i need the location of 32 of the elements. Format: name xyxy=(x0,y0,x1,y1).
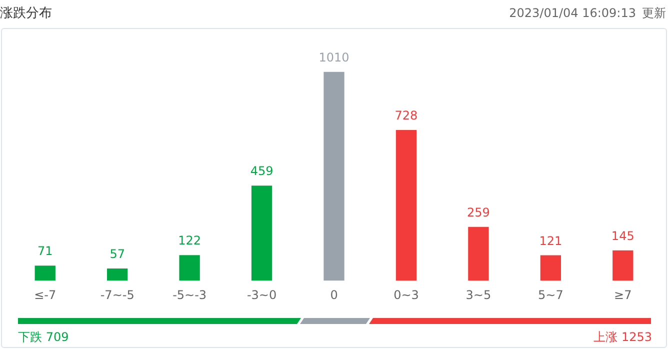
data-label: 459 xyxy=(250,164,274,178)
data-label: 57 xyxy=(110,246,125,261)
chart-title: 涨跌分布 xyxy=(0,5,52,22)
x-tick-label: 3~5 xyxy=(466,288,492,302)
text: 上涨 1253 xyxy=(594,329,652,346)
x-tick-label: ≤-7 xyxy=(34,288,56,302)
data-label: 728 xyxy=(394,108,418,123)
data-label: 1010 xyxy=(318,50,350,64)
bar xyxy=(396,130,417,281)
data-label: 122 xyxy=(178,234,202,248)
text: 下跌 709 xyxy=(18,329,69,346)
bar xyxy=(107,268,128,281)
data-label: 121 xyxy=(539,234,562,248)
x-tick-label: -7~-5 xyxy=(100,288,134,302)
bar xyxy=(540,255,561,281)
x-tick-label: 5~7 xyxy=(538,288,564,302)
x-tick-label: -3~0 xyxy=(246,288,277,302)
x-tick-label: -5~-3 xyxy=(172,288,207,302)
bar xyxy=(612,250,634,281)
bar xyxy=(324,72,344,281)
bar xyxy=(34,266,56,281)
bar xyxy=(468,226,489,281)
x-tick-label: 0 xyxy=(330,288,338,302)
chart-subtitle: 2023/01/04 16:09:13 xyxy=(509,6,636,20)
x-tick-label: 0~3 xyxy=(394,288,419,302)
text: 更新 xyxy=(642,6,666,20)
bar xyxy=(251,186,272,281)
data-label: 145 xyxy=(611,228,634,243)
x-tick-label: ≥7 xyxy=(614,288,632,302)
bar xyxy=(179,255,200,281)
data-label: 71 xyxy=(37,244,53,258)
data-label: 259 xyxy=(466,205,490,220)
